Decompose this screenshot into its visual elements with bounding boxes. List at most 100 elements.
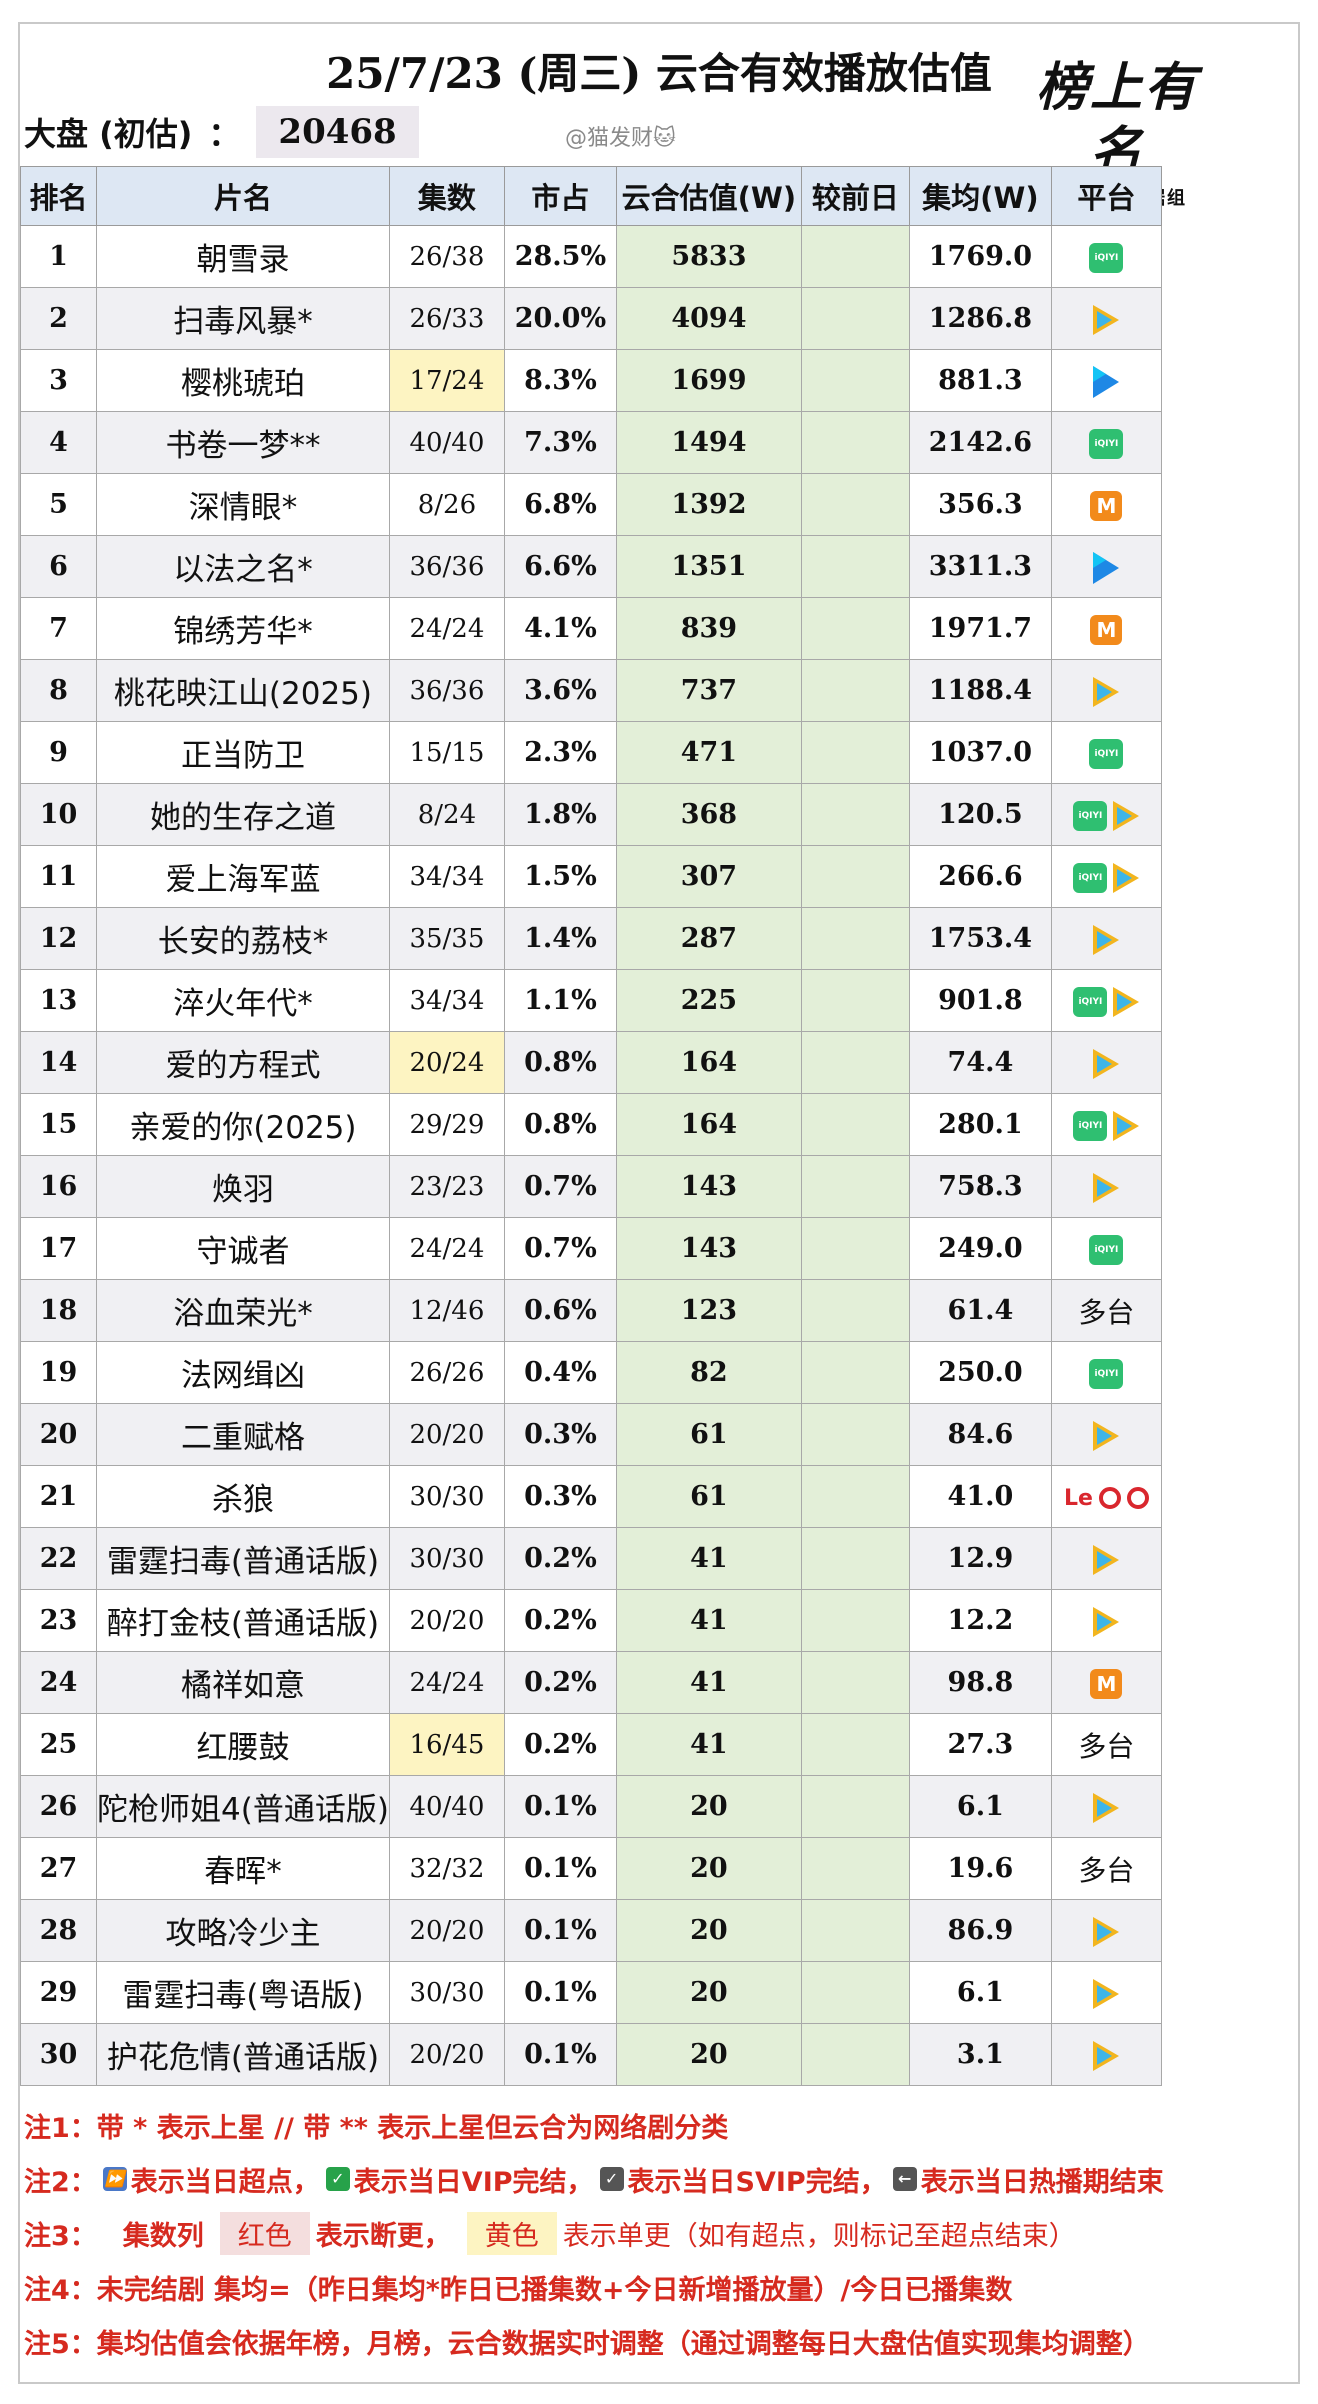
delta-cell: [800, 1713, 910, 1776]
share-cell: 0.6%: [503, 1279, 617, 1342]
iqiyi-icon: iQIYI: [1073, 801, 1108, 831]
value-cell: 4094: [615, 287, 802, 350]
episodes-cell: 40/40: [388, 411, 505, 474]
share-cell: 7.3%: [503, 411, 617, 474]
share-cell: 0.3%: [503, 1403, 617, 1466]
platform-cell: [1050, 1527, 1162, 1590]
value-cell: 20: [615, 1899, 802, 1962]
average-cell: 6.1: [908, 1961, 1052, 2024]
title-cell: 扫毒风暴*: [96, 287, 390, 350]
note-2: 注2： ⏩ 表示当日超点， ✓ 表示当日VIP完结， ✓ 表示当日SVIP完结，…: [24, 2152, 1294, 2206]
episodes-cell: 36/36: [388, 535, 505, 598]
iqiyi-icon: iQIYI: [1089, 429, 1124, 459]
platform-cell: M: [1050, 1651, 1162, 1714]
value-cell: 1699: [615, 349, 802, 412]
title-cell: 以法之名*: [96, 535, 390, 598]
title-cell: 护花危情(普通话版): [96, 2023, 390, 2086]
share-cell: 28.5%: [503, 225, 617, 288]
delta-cell: [800, 535, 910, 598]
note-2-a: 表示当日超点，: [130, 2166, 320, 2198]
le-tv-icon: Le: [1063, 1485, 1093, 1511]
delta-cell: [800, 597, 910, 660]
gray-check-icon: ✓: [599, 2167, 624, 2191]
episodes-cell: 29/29: [388, 1093, 505, 1156]
share-cell: 6.8%: [503, 473, 617, 536]
episodes-cell: 35/35: [388, 907, 505, 970]
rank-cell: 17: [20, 1217, 97, 1280]
value-cell: 41: [615, 1713, 802, 1776]
rank-cell: 9: [20, 721, 97, 784]
end-arrow-icon: ←: [892, 2167, 917, 2191]
platform-cell: iQIYI: [1050, 1093, 1162, 1156]
platform-cell: [1050, 907, 1162, 970]
tencent-video-icon: [1113, 1111, 1140, 1141]
tencent-video-icon: [1113, 863, 1140, 893]
average-cell: 1037.0: [908, 721, 1052, 784]
delta-cell: [800, 1527, 910, 1590]
rank-cell: 18: [20, 1279, 97, 1342]
table-row: 7 锦绣芳华* 24/24 4.1% 839 1971.7 M: [20, 597, 1162, 660]
title-cell: 雷霆扫毒(普通话版): [96, 1527, 390, 1590]
episodes-cell: 40/40: [388, 1775, 505, 1838]
delta-cell: [800, 225, 910, 288]
table-row: 8 桃花映江山(2025) 36/36 3.6% 737 1188.4: [20, 659, 1162, 722]
delta-cell: [800, 473, 910, 536]
page-title: 25/7/23 (周三) 云合有效播放估值: [326, 49, 992, 98]
delta-cell: [800, 721, 910, 784]
rank-cell: 6: [20, 535, 97, 598]
platform-cell: [1050, 1403, 1162, 1466]
title-cell: 攻略冷少主: [96, 1899, 390, 1962]
episodes-cell: 20/24: [388, 1031, 505, 1094]
episodes-cell: 20/20: [388, 1589, 505, 1652]
platform-text: 多台: [1078, 1853, 1135, 1887]
table-row: 24 橘祥如意 24/24 0.2% 41 98.8 M: [20, 1651, 1162, 1714]
title-cell: 醉打金枝(普通话版): [96, 1589, 390, 1652]
rank-cell: 20: [20, 1403, 97, 1466]
episodes-cell: 16/45: [388, 1713, 505, 1776]
mango-tv-icon: M: [1090, 491, 1123, 521]
value-cell: 123: [615, 1279, 802, 1342]
title-cell: 长安的荔枝*: [96, 907, 390, 970]
table-row: 2 扫毒风暴* 26/33 20.0% 4094 1286.8: [20, 287, 1162, 350]
rank-cell: 30: [20, 2023, 97, 2086]
episodes-cell: 34/34: [388, 845, 505, 908]
episodes-cell: 12/46: [388, 1279, 505, 1342]
table-row: 25 红腰鼓 16/45 0.2% 41 27.3 多台: [20, 1713, 1162, 1776]
delta-cell: [800, 969, 910, 1032]
rank-cell: 29: [20, 1961, 97, 2024]
episodes-cell: 24/24: [388, 597, 505, 660]
average-cell: 1188.4: [908, 659, 1052, 722]
episodes-cell: 26/26: [388, 1341, 505, 1404]
title-cell: 书卷一梦**: [96, 411, 390, 474]
col-header-delta: 较前日: [800, 166, 910, 226]
rank-cell: 19: [20, 1341, 97, 1404]
share-cell: 3.6%: [503, 659, 617, 722]
share-cell: 0.1%: [503, 2023, 617, 2086]
note-1: 注1：带 * 表示上星 // 带 ** 表示上星但云合为网络剧分类: [24, 2098, 1294, 2152]
episodes-cell: 26/38: [388, 225, 505, 288]
average-cell: 3.1: [908, 2023, 1052, 2086]
value-cell: 61: [615, 1403, 802, 1466]
col-header-platform: 平台: [1050, 166, 1162, 226]
platform-cell: iQIYI: [1050, 969, 1162, 1032]
brand-logo: 榜上有名 风清气正数据组: [1012, 56, 1222, 209]
share-cell: 1.8%: [503, 783, 617, 846]
average-cell: 266.6: [908, 845, 1052, 908]
table-row: 21 杀狼 30/30 0.3% 61 41.0 Le: [20, 1465, 1162, 1528]
delta-cell: [800, 349, 910, 412]
platform-cell: [1050, 1775, 1162, 1838]
average-cell: 250.0: [908, 1341, 1052, 1404]
value-cell: 368: [615, 783, 802, 846]
average-cell: 74.4: [908, 1031, 1052, 1094]
value-cell: 1494: [615, 411, 802, 474]
average-cell: 881.3: [908, 349, 1052, 412]
rank-cell: 24: [20, 1651, 97, 1714]
average-cell: 61.4: [908, 1279, 1052, 1342]
value-cell: 20: [615, 1775, 802, 1838]
rank-cell: 13: [20, 969, 97, 1032]
episodes-cell: 24/24: [388, 1651, 505, 1714]
rank-cell: 11: [20, 845, 97, 908]
table-row: 12 长安的荔枝* 35/35 1.4% 287 1753.4: [20, 907, 1162, 970]
value-cell: 41: [615, 1589, 802, 1652]
value-cell: 143: [615, 1155, 802, 1218]
